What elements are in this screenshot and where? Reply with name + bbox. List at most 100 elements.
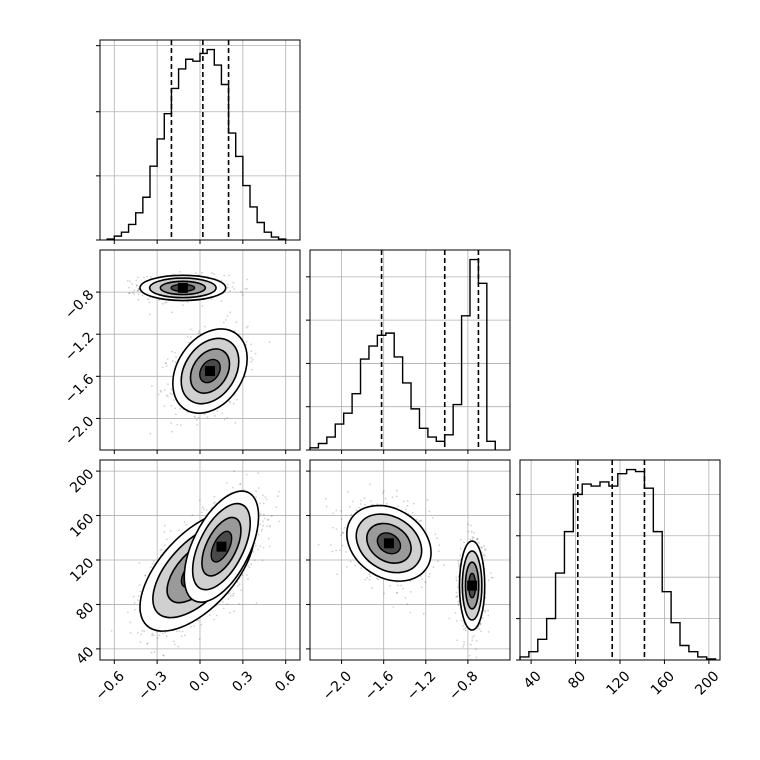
sample-point bbox=[143, 630, 146, 633]
sample-point bbox=[480, 546, 482, 549]
sample-point bbox=[457, 562, 460, 565]
sample-point bbox=[484, 549, 487, 551]
sample-point bbox=[183, 521, 186, 523]
scatter-clip-group bbox=[317, 483, 494, 659]
sample-point bbox=[360, 499, 362, 502]
x-tick-label-p3: 160 bbox=[648, 668, 678, 698]
sample-point bbox=[448, 617, 451, 620]
sample-point bbox=[376, 503, 379, 506]
sample-point bbox=[467, 530, 470, 533]
sample-point bbox=[463, 641, 465, 643]
sample-point bbox=[340, 510, 342, 512]
sample-point bbox=[175, 356, 177, 358]
sample-point bbox=[167, 395, 169, 398]
sample-point bbox=[395, 495, 398, 498]
sample-point bbox=[213, 495, 216, 498]
sample-point bbox=[161, 302, 164, 305]
sample-point bbox=[137, 595, 140, 597]
sample-point bbox=[391, 496, 394, 499]
density-peak-cell bbox=[383, 538, 394, 549]
sample-point bbox=[229, 592, 231, 594]
sample-point bbox=[165, 365, 168, 367]
sample-point bbox=[248, 566, 251, 569]
sample-point bbox=[468, 654, 471, 657]
sample-point bbox=[324, 497, 327, 500]
x-tick-label-p3: 200 bbox=[692, 668, 722, 698]
sample-point bbox=[135, 279, 138, 282]
sample-point bbox=[482, 617, 484, 620]
sample-point bbox=[432, 566, 435, 569]
sample-point bbox=[227, 592, 230, 595]
sample-point bbox=[457, 560, 460, 562]
sample-point bbox=[481, 546, 483, 549]
sample-point bbox=[278, 520, 281, 523]
sample-point bbox=[173, 640, 175, 643]
sample-point bbox=[484, 548, 486, 551]
sample-point bbox=[175, 630, 178, 633]
sample-point bbox=[226, 283, 229, 286]
sample-point bbox=[359, 503, 362, 505]
sample-point bbox=[335, 549, 338, 552]
sample-point bbox=[481, 551, 483, 554]
sample-point bbox=[434, 533, 437, 536]
sample-point bbox=[110, 630, 113, 632]
panel-frame bbox=[99, 39, 301, 241]
sample-point bbox=[385, 502, 388, 505]
sample-point bbox=[195, 272, 197, 275]
sample-point bbox=[348, 505, 351, 508]
sample-point bbox=[146, 642, 148, 645]
sample-point bbox=[250, 563, 253, 565]
sample-point bbox=[268, 525, 271, 528]
sample-point bbox=[158, 634, 161, 637]
sample-point bbox=[129, 280, 131, 283]
sample-point bbox=[229, 311, 232, 314]
sample-point bbox=[406, 603, 409, 606]
sample-point bbox=[484, 609, 486, 612]
sample-point bbox=[151, 385, 153, 387]
sample-point bbox=[463, 541, 465, 544]
sample-point bbox=[255, 490, 257, 493]
sample-point bbox=[163, 524, 166, 527]
sample-point bbox=[226, 286, 229, 289]
sample-point bbox=[203, 325, 206, 328]
sample-point bbox=[161, 548, 163, 551]
sample-point bbox=[358, 506, 360, 509]
sample-point bbox=[264, 517, 266, 520]
sample-point bbox=[197, 416, 200, 419]
sample-point bbox=[411, 511, 414, 514]
sample-point bbox=[341, 544, 344, 547]
sample-point bbox=[181, 630, 184, 633]
histogram-step-line bbox=[519, 468, 717, 660]
sample-point bbox=[127, 286, 130, 289]
sample-point bbox=[456, 639, 458, 642]
sample-point bbox=[250, 343, 252, 346]
sample-point bbox=[463, 643, 465, 646]
sample-point bbox=[221, 412, 224, 415]
scatter-clip-group bbox=[110, 470, 281, 657]
sample-point bbox=[206, 416, 209, 419]
sample-point bbox=[420, 519, 422, 522]
sample-point bbox=[238, 583, 241, 586]
sample-point bbox=[144, 574, 147, 577]
sample-point bbox=[275, 506, 278, 508]
sample-point bbox=[342, 532, 344, 535]
sample-point bbox=[146, 642, 149, 645]
sample-point bbox=[259, 545, 262, 547]
sample-point bbox=[235, 321, 238, 324]
sample-point bbox=[189, 328, 192, 331]
sample-point bbox=[484, 611, 486, 613]
sample-point bbox=[409, 611, 412, 614]
sample-point bbox=[409, 590, 412, 593]
sample-point bbox=[458, 564, 460, 567]
sample-point bbox=[383, 490, 385, 492]
sample-point bbox=[342, 531, 344, 534]
sample-point bbox=[475, 656, 478, 659]
sample-point bbox=[171, 311, 173, 314]
sample-point bbox=[233, 610, 236, 613]
sample-point bbox=[229, 401, 232, 404]
sample-point bbox=[257, 472, 260, 474]
sample-point bbox=[141, 629, 144, 632]
sample-point bbox=[193, 415, 196, 418]
sample-point bbox=[345, 551, 347, 553]
sample-point bbox=[487, 631, 490, 633]
